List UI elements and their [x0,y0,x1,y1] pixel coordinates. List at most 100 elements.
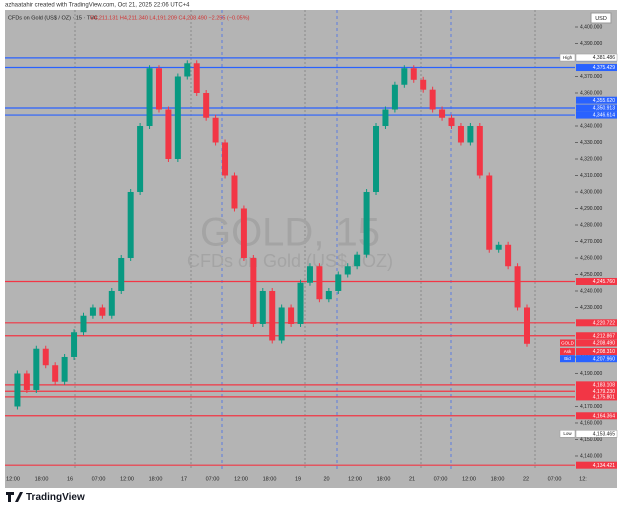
x-tick-label: 12:00 [120,476,134,482]
x-tick-label: 22 [523,476,529,482]
y-tick-label: 4,320.000 [580,156,602,162]
tag-name: Bid [564,356,571,361]
level-tag [576,64,617,72]
tag-name: Ask [564,349,572,354]
y-tick-label: 4,340.000 [580,123,602,129]
currency-box[interactable] [590,12,612,24]
candle [203,92,210,118]
candle [52,365,59,382]
candle [476,125,483,176]
brand: TradingView [26,492,85,503]
level-tag [576,104,617,112]
candle [137,125,144,192]
x-tick-label: 07:00 [92,476,106,482]
candle [467,125,474,143]
level-tag-label: 4,220.722 [593,320,615,326]
candle [165,109,172,159]
candle [363,191,370,255]
y-tick-label: 4,190.000 [580,371,602,377]
x-tick-label: 17 [181,476,187,482]
candle [401,68,408,85]
level-tag [576,381,617,389]
x-tick-label: 18:00 [377,476,391,482]
candle [382,109,389,126]
candle [89,307,96,316]
tag-name-box [559,53,576,62]
candle [439,109,446,118]
x-tick-label: 12:00 [234,476,248,482]
candle [344,266,351,275]
price-tag-label: 4,381.486 [593,55,615,61]
level-tag-label: 4,245.760 [593,279,615,285]
x-tick-label: 12:00 [462,476,476,482]
x-tick-label: 07:00 [206,476,220,482]
y-tick-label: 4,330.000 [580,140,602,146]
level-tag [576,387,617,395]
level-tag [576,111,617,119]
y-tick-label: 4,310.000 [580,173,602,179]
x-tick-label: 16 [67,476,73,482]
candle [14,373,21,407]
candle [231,175,238,209]
x-tick-label: 07:00 [548,476,562,482]
price-tag [575,53,618,62]
x-tick-label: 18:00 [491,476,505,482]
candle [373,125,380,192]
level-tag [576,332,617,340]
candle [505,244,512,267]
candle [486,175,493,250]
candle [127,191,134,258]
x-tick-label: 18:00 [35,476,49,482]
price-tag [575,430,618,438]
x-tick-label: 20 [323,476,329,482]
x-tick-label: 12:00 [6,476,20,482]
tag-name-box [560,355,575,363]
candle [335,274,342,291]
symbol-title: CFDs on Gold (US$ / OZ) · 15 · TVC [8,15,98,21]
candle [42,348,49,366]
y-tick-label: 4,360.000 [580,90,602,96]
level-tag [576,461,617,469]
x-tick-label: 12: [579,476,587,482]
candle [354,254,361,267]
candle [184,63,191,77]
x-tick-label: 12:00 [348,476,362,482]
x-tick-label: 18:00 [149,476,163,482]
candle [212,117,219,143]
price-tag-label: 4,208.490 [593,341,615,347]
y-tick-label: 4,150.000 [580,437,602,443]
candle [193,63,200,93]
candle [23,373,30,390]
plot-area [5,10,575,470]
y-tick-label: 4,260.000 [580,255,602,261]
y-tick-label: 4,300.000 [580,189,602,195]
level-tag [576,277,617,285]
y-tick-label: 4,400.000 [580,24,602,30]
candle [391,84,398,110]
tag-name: High [563,55,573,60]
x-tick-label: 18:00 [263,476,277,482]
price-tag-label: 4,153.465 [593,431,615,437]
watermark-sub: CFDs on Gold (US$ / OZ) [187,251,393,271]
level-tag-label: 4,350.913 [593,106,615,112]
tag-name-box [560,339,575,347]
credit: azhaatahir created with TradingView.com,… [5,3,190,9]
candle [316,266,323,300]
candle [524,307,530,344]
candle [61,356,68,382]
level-tag-label: 4,212.867 [593,333,615,339]
level-tag-label: 4,134.421 [593,463,615,469]
level-tag [576,319,617,327]
tag-name-box [560,348,575,356]
candle [259,290,266,324]
y-tick-label: 4,160.000 [580,420,602,426]
candle [71,332,78,357]
x-tick-label: 21 [409,476,415,482]
level-tag-label: 4,346.614 [593,113,615,119]
level-tag-label: 4,375.429 [593,65,615,71]
y-tick-label: 4,250.000 [580,272,602,278]
y-tick-label: 4,370.000 [580,74,602,80]
candle [269,290,276,341]
session-lines [221,10,452,470]
